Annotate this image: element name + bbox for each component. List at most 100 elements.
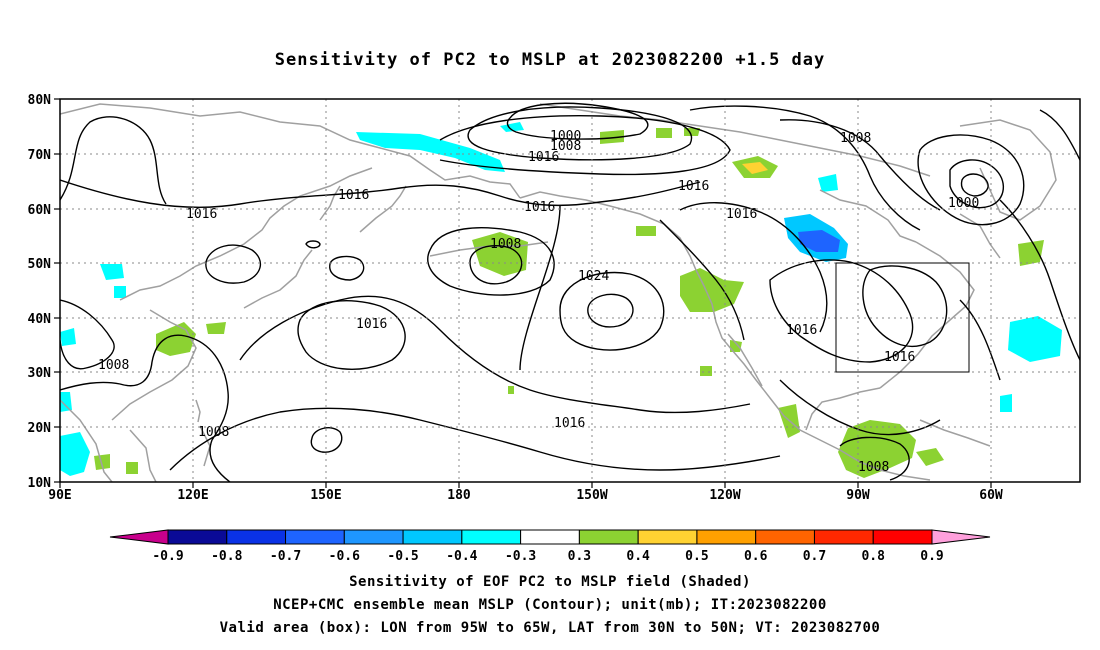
contour-1016-nw-pacific [519, 205, 561, 371]
colorbar-cell [285, 529, 345, 545]
shade-cyan-arabia [60, 392, 72, 412]
contour-1016-arctic [439, 115, 731, 176]
colorbar-cell [343, 529, 404, 545]
footer-line-2: NCEP+CMC ensemble mean MSLP (Contour); u… [273, 597, 827, 613]
contour-1016-north-atlantic [959, 299, 1001, 381]
coastline-labrador [959, 213, 1001, 259]
shade-cyan-hudson [818, 174, 838, 192]
contour-1008-greenland-low [917, 134, 1025, 226]
contour-1016-gulf [779, 379, 941, 436]
tick-marks [54, 98, 992, 488]
contour-label: 1016 [726, 207, 757, 222]
lon-label: 60W [979, 488, 1003, 503]
lat-label: 70N [28, 148, 52, 163]
lon-label: 150W [576, 488, 607, 503]
contour-1008-asia [60, 334, 231, 482]
coastline-arctic-canada [539, 103, 931, 177]
map-frame [59, 98, 1081, 483]
colorbar-label: -0.5 [387, 549, 418, 564]
lon-label: 180 [447, 488, 471, 503]
contour-label: 1008 [490, 237, 521, 252]
contour-1008-aleutian [469, 244, 523, 285]
colorbar-cell [461, 529, 522, 545]
shade-cyan-tibet [60, 328, 76, 346]
colorbar-labels: -0.9 -0.8 -0.7 -0.6 -0.5 -0.4 -0.3 0.3 0.4 0.5 0.6… [152, 549, 943, 564]
colorbar-cell [813, 529, 874, 545]
colorbar-label: 0.5 [685, 549, 708, 564]
shade-green-japan [206, 322, 226, 334]
shade-green-arctic-2 [656, 128, 672, 138]
contour-label: 1008 [550, 139, 581, 154]
shade-cyan-china [100, 264, 124, 280]
contour-1016-tiny-2 [310, 427, 343, 453]
contour-1016-canada-2 [679, 202, 828, 333]
colorbar-label: 0.9 [920, 549, 943, 564]
contour-label: 1000 [948, 196, 979, 211]
coastline-kamchatka [359, 185, 407, 233]
contour-1016-subtropical [169, 407, 781, 471]
contour-1016-west-pacific [297, 300, 406, 370]
lon-label: 90E [48, 488, 71, 503]
colorbar-label: -0.4 [446, 549, 477, 564]
colorbar-label: -0.8 [211, 549, 242, 564]
colorbar-label: -0.9 [152, 549, 183, 564]
coastline-hudson-bay [819, 189, 917, 243]
contour-label: 1016 [678, 179, 709, 194]
contour-1016-canada [689, 105, 921, 231]
contour-label: 1008 [858, 460, 889, 475]
colorbar-cell [872, 529, 933, 545]
colorbar-low-triangle [109, 529, 169, 545]
contour-1000-greenland-inner [949, 159, 1004, 209]
contour-1016-pacific-ne [659, 219, 745, 341]
coastline-caribbean [919, 419, 991, 447]
contour-1008-arctic [467, 106, 693, 161]
lat-label: 40N [28, 312, 52, 327]
shade-cyan-atlantic [1008, 316, 1062, 362]
shade-cyan-atlantic-small [1000, 394, 1012, 412]
colorbar-label: 0.8 [861, 549, 885, 564]
contour-1008-gulf [839, 436, 910, 481]
colorbar-cell [167, 529, 228, 545]
contour-label: 1016 [884, 350, 915, 365]
coastline-north-america-west [695, 269, 841, 451]
shade-green-pacificnw [680, 268, 744, 312]
contour-1016-siberia [60, 116, 167, 205]
contour-1016-atlantic [999, 199, 1080, 361]
colorbar-cell [226, 529, 287, 545]
shade-yellow-hudson [742, 162, 768, 174]
coastline-taiwan [195, 399, 201, 423]
contour-1016-atlantic-2 [1039, 109, 1080, 161]
coastline-asia-east [119, 167, 373, 301]
coastline-central-america [839, 449, 931, 481]
contour-1000-arctic-low [506, 102, 649, 140]
colorbar-cell [402, 529, 463, 545]
contour-1024-inner [587, 293, 634, 328]
coastline-alaska [519, 191, 697, 271]
lon-label: 120W [709, 488, 740, 503]
contour-1016-pacific-ring [427, 227, 555, 296]
lat-label: 60N [28, 203, 52, 218]
colorbar-cell [578, 529, 639, 545]
contour-label: 1016 [528, 150, 559, 165]
lat-label: 30N [28, 366, 52, 381]
lon-label: 150E [310, 488, 341, 503]
contour-1008-canada [779, 119, 941, 211]
contour-1016-tiny-1 [305, 240, 321, 249]
shade-cyan-india [60, 432, 90, 476]
footer-line-3: Valid area (box): LON from 95W to 65W, L… [219, 620, 881, 636]
colorbar-label: 0.7 [803, 549, 826, 564]
shade-green-baja-2 [700, 366, 712, 376]
shade-green-arctic [600, 130, 624, 144]
lat-label: 10N [28, 476, 52, 491]
coastline-us-east [879, 241, 975, 389]
coastline-greenland [959, 119, 1057, 221]
colorbar-label: 0.6 [744, 549, 768, 564]
coastline-asia-arctic [60, 103, 521, 199]
shade-green-pacific [636, 226, 656, 236]
lat-labels: 80N 70N 60N 50N 40N 30N 20N 10N [28, 93, 52, 491]
contour-label: 1016 [524, 200, 555, 215]
shade-green-atlantic [1018, 240, 1044, 266]
contour-1016-small-2 [329, 255, 365, 281]
contour-1008-asia-west [60, 299, 115, 370]
shade-cyan-small-arctic [500, 122, 524, 132]
